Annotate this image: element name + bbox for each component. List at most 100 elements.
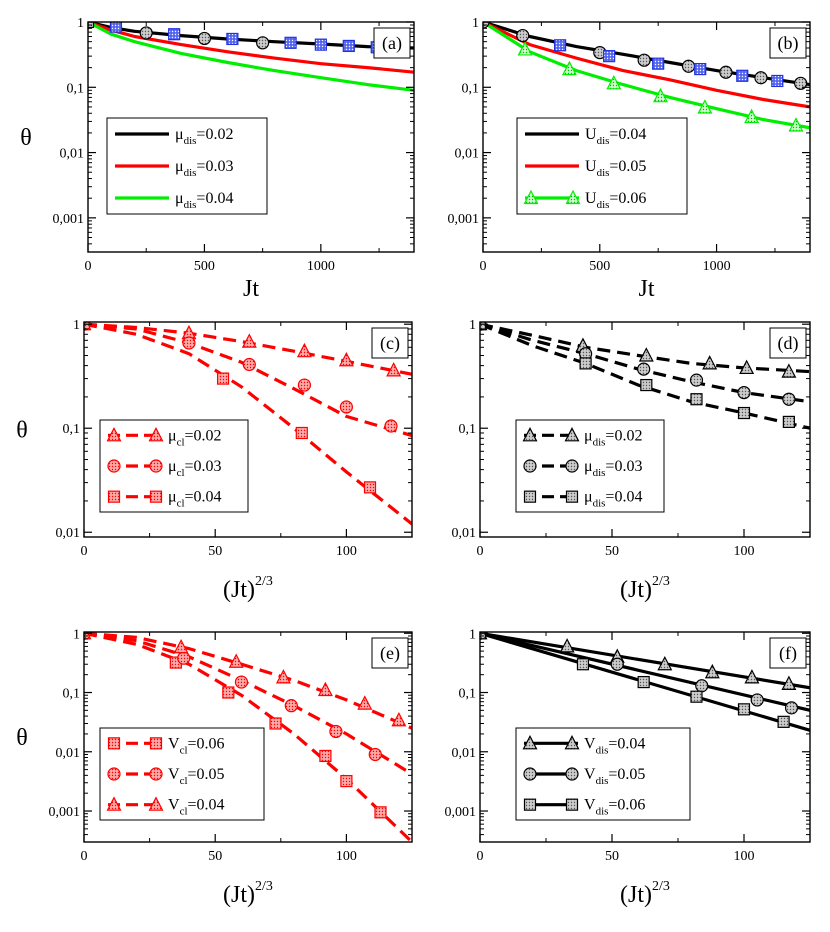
legend-marker-square (565, 490, 579, 503)
data-point-triangle (781, 675, 797, 690)
legend-label-value: =0.02 (196, 126, 233, 143)
legend-label: Vcl=0.04 (168, 797, 225, 818)
legend-label-sub: cl (180, 806, 188, 818)
data-point-triangle (702, 355, 718, 370)
plot-frame (479, 321, 811, 538)
data-point-triangle (657, 655, 673, 671)
legend-label: Vcl=0.05 (168, 766, 225, 787)
data-point-circle (737, 386, 751, 400)
legend-marker-triangle (523, 189, 539, 205)
data-point-square (319, 749, 332, 763)
legend-marker-square (107, 490, 121, 503)
x-axis-label: (Jt)2/3 (620, 879, 670, 908)
data-point-triangle (391, 711, 407, 727)
legend-label-value: =0.05 (609, 158, 646, 175)
x-axis-label: Jt (243, 276, 259, 302)
legend-label-value: =0.06 (609, 190, 646, 207)
legend-label-base: μ (175, 190, 184, 207)
data-point-circle (516, 28, 530, 43)
y-axis-label: θ (16, 418, 28, 444)
y-tick-label: 0,001 (53, 212, 85, 227)
y-tick-label: 1 (73, 318, 80, 333)
data-point-square (782, 415, 795, 429)
data-point-circle (384, 419, 398, 433)
legend-marker-square (523, 490, 537, 503)
data-point-square (295, 426, 308, 440)
legend-label-value: =0.04 (605, 489, 642, 506)
x-axis-label-base: Jt (243, 276, 259, 302)
data-point-triangle (559, 638, 575, 653)
data-point-square (637, 675, 650, 689)
legend-box (99, 419, 249, 513)
data-point-square (736, 69, 749, 82)
data-point-circle (695, 679, 709, 693)
data-point-square (284, 36, 297, 49)
data-point-square (771, 74, 784, 88)
legend-label-value: =0.03 (605, 458, 642, 475)
y-tick-label: 1 (77, 16, 84, 31)
series-line-2 (483, 22, 810, 109)
x-tick-label: 0 (480, 259, 487, 274)
panel-label: (a) (382, 33, 402, 54)
legend-marker-circle (107, 767, 121, 781)
series-line-1 (88, 22, 414, 50)
plot-frame (479, 631, 811, 843)
panel-label: (b) (778, 33, 799, 54)
legend-label-base: μ (168, 427, 177, 444)
plot-frame (482, 21, 811, 253)
legend-label-value: =0.03 (196, 158, 233, 175)
x-tick-label: 0 (81, 849, 88, 864)
data-point-square (374, 806, 387, 819)
legend-marker-square (107, 737, 121, 750)
legend-label-base: μ (584, 427, 593, 444)
data-point-square (342, 39, 355, 53)
legend-label-base: μ (168, 458, 177, 475)
data-point-square (553, 39, 567, 52)
legend-label: Udis=0.05 (585, 158, 646, 179)
panel-label-box (769, 637, 807, 669)
data-point-circle (754, 71, 768, 85)
x-tick-label: 0 (477, 544, 484, 559)
y-tick-label: 0,001 (445, 805, 477, 820)
data-point-square (603, 50, 616, 63)
series-line-3 (88, 22, 414, 92)
legend-label-sub: dis (593, 467, 606, 479)
legend-marker-square (149, 490, 163, 503)
data-point-square (216, 372, 230, 385)
panel-label-box (373, 27, 411, 59)
data-point-triangle (296, 342, 312, 358)
y-tick-label: 0,1 (462, 81, 480, 96)
legend-label-sub: dis (593, 436, 606, 448)
legend-label: Udis=0.06 (585, 190, 646, 211)
legend-marker-circle (565, 767, 579, 781)
data-point-square (168, 28, 181, 41)
x-tick-label: 1000 (307, 259, 335, 274)
panel-label-box (371, 327, 409, 359)
data-point-triangle (697, 99, 713, 114)
legend-marker-circle (565, 459, 579, 473)
data-point-triangle (739, 359, 755, 375)
legend-marker-triangle (148, 427, 164, 442)
legend-label-sub: dis (596, 775, 609, 787)
legend-label-sub: cl (177, 498, 185, 510)
series-line-3 (84, 322, 412, 526)
legend-label: Vcl=0.06 (168, 735, 225, 756)
y-tick-label: 0,1 (63, 422, 81, 437)
y-tick-label: 0,001 (448, 212, 480, 227)
x-tick-label: 0 (477, 849, 484, 864)
legend-label: μdis=0.02 (175, 126, 233, 147)
legend-label-sub: dis (184, 135, 197, 147)
legend-label-sub: dis (597, 167, 610, 179)
data-point-triangle (241, 333, 257, 348)
x-axis-label: Jt (638, 276, 654, 302)
legend-label-base: V (168, 797, 180, 814)
data-point-circle (139, 26, 153, 40)
legend-label-value: =0.02 (185, 427, 222, 444)
data-point-square (690, 690, 703, 703)
data-point-circle (689, 373, 704, 387)
legend-label-value: =0.03 (185, 458, 222, 475)
legend-label-base: V (168, 766, 180, 783)
legend-label-base: U (585, 126, 597, 143)
panel-label-box (769, 327, 807, 359)
